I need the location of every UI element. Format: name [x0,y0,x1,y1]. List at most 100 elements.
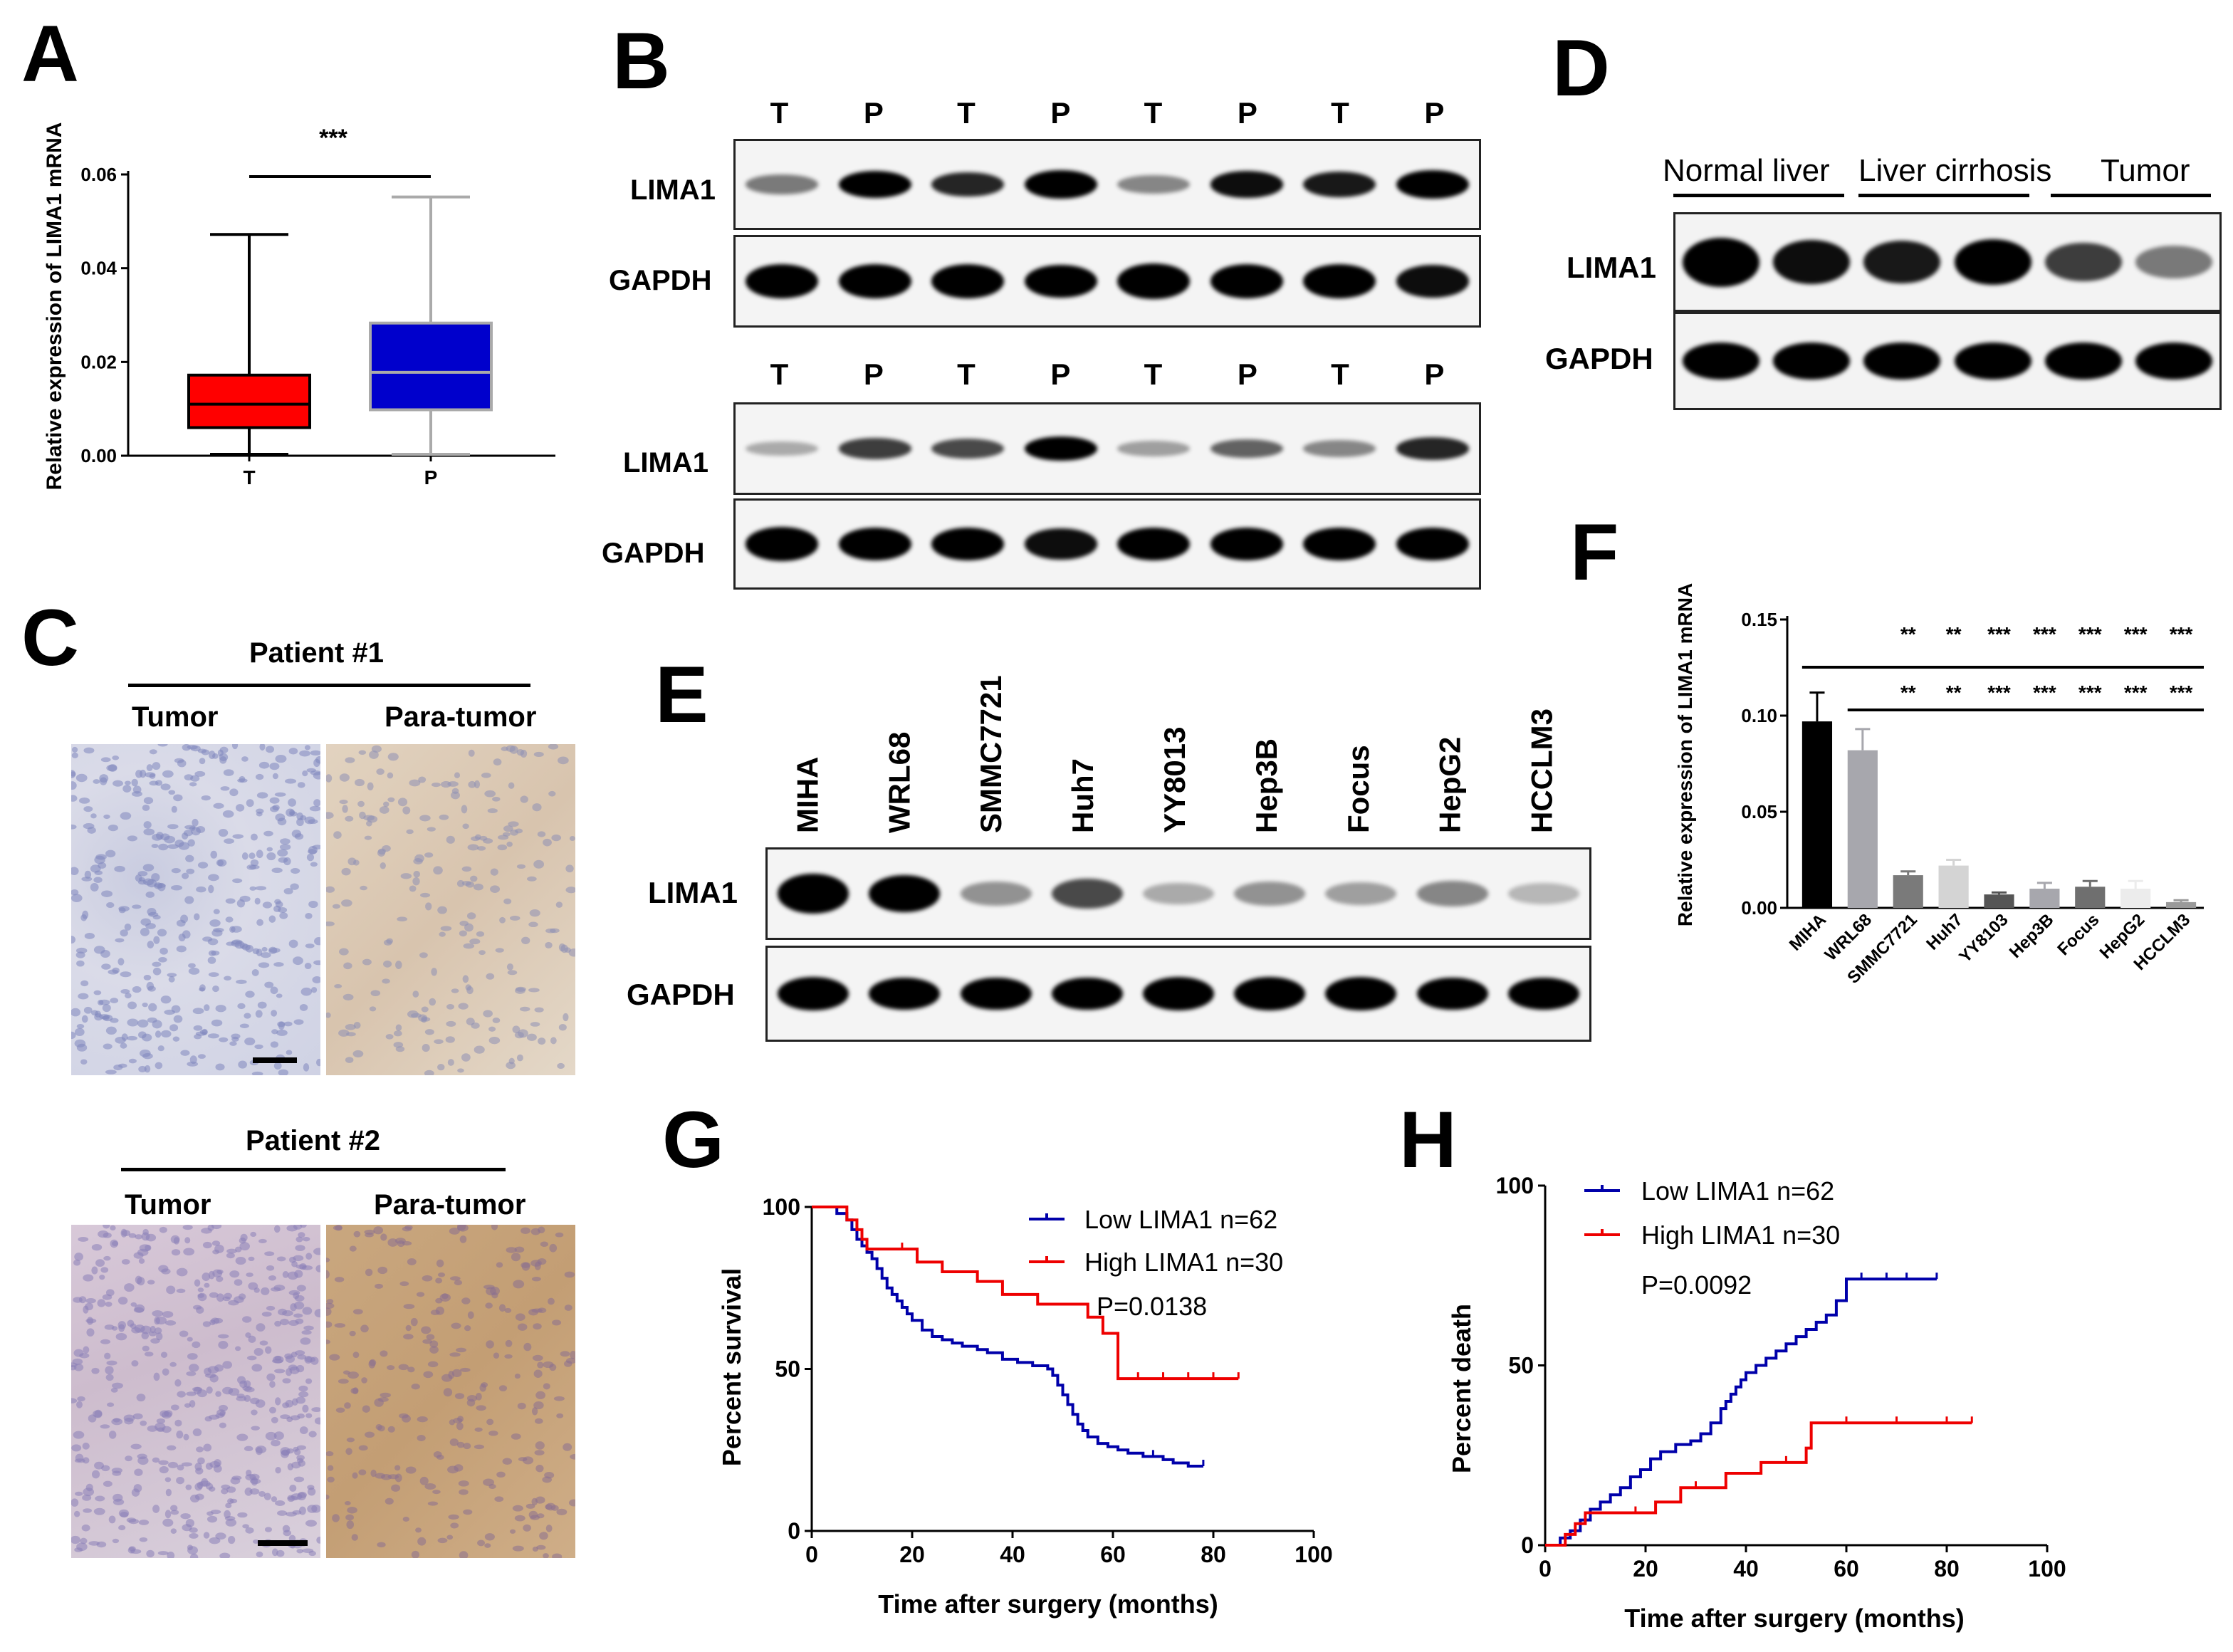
gapdh-band [1396,528,1469,560]
lane-label: T [957,96,976,130]
cell-nucleus [90,864,101,873]
cell-nucleus [486,1418,494,1426]
cell-nucleus [344,1402,351,1409]
cell-nucleus [197,1457,205,1465]
panel-label-e: E [655,650,708,739]
cell-nucleus [71,1398,78,1403]
cell-nucleus [377,1266,388,1275]
cell-nucleus [426,1334,435,1340]
cell-nucleus [314,937,320,946]
cell-nucleus [493,1352,500,1359]
cell-nucleus [531,1277,541,1282]
ihc-image-para-tumor-1 [326,744,575,1075]
cell-nucleus [351,1534,358,1541]
patient-1-line [128,684,530,687]
cell-nucleus [261,1312,272,1317]
cell-nucleus [459,921,469,926]
cell-nucleus [557,1062,565,1070]
cell-nucleus [95,1259,105,1267]
cell-nucleus [326,1012,331,1018]
cell-nucleus [334,1277,345,1282]
cell-nucleus [387,1365,395,1371]
cell-nucleus [296,1549,303,1554]
lane-label: T [770,357,789,391]
cell-nucleus [220,786,230,791]
group-line-normal-liver [1673,194,1844,197]
cell-nucleus [134,1468,143,1476]
cell-nucleus [120,1228,127,1238]
cell-nucleus [251,1477,258,1486]
cell-nucleus [273,1431,284,1441]
cell-nucleus [277,817,287,826]
significance-marker: ** [1946,681,1962,704]
cell-nucleus [283,857,291,866]
cell-nucleus [132,904,142,909]
cell-nucleus [313,960,320,966]
cell-nucleus [471,1022,480,1029]
cell-nucleus [387,797,395,803]
x-tick-label: 60 [1100,1542,1126,1567]
cell-nucleus [385,1497,394,1505]
cell-nucleus [187,1546,199,1555]
cell-nucleus [78,797,90,804]
cell-nucleus [521,1227,530,1235]
cell-nucleus [342,805,348,813]
cell-nucleus [196,1446,204,1453]
cell-nucleus [257,1001,267,1009]
cell-nucleus [214,1364,224,1372]
cell-nucleus [160,995,172,1004]
cell-nucleus [439,814,449,820]
cell-nucleus [535,1391,546,1400]
cell-nucleus [359,811,366,820]
x-tick-label: 60 [1834,1556,1859,1582]
row-label-lima1-top: LIMA1 [630,174,716,206]
cell-nucleus [202,1241,212,1249]
cell-nucleus [209,1537,221,1544]
cell-nucleus [543,1383,550,1390]
cell-nucleus [91,1266,98,1275]
cell-nucleus [483,1010,493,1018]
cell-nucleus [293,1448,301,1455]
cell-nucleus [149,749,157,755]
lima1-band [1234,882,1306,906]
cell-nucleus [100,1424,110,1429]
cell-nucleus [513,1280,525,1289]
cell-nucleus [332,1514,340,1522]
cell-nucleus [86,1317,94,1325]
y-tick-label: 0.02 [80,351,117,372]
cell-nucleus [273,1225,281,1233]
cell-nucleus [512,1505,523,1512]
lane-label: P [863,357,884,391]
gapdh-band [931,264,1005,298]
cell-nucleus [177,1391,186,1398]
cell-nucleus [521,1262,530,1268]
cell-nucleus [406,829,414,835]
cell-nucleus [112,755,120,760]
cell-nucleus [496,1262,503,1268]
lane-label: YY8013 [1158,727,1191,833]
cell-nucleus [419,815,431,822]
cell-nucleus [519,1006,530,1012]
cell-nucleus [82,1494,92,1501]
cell-nucleus [259,744,266,751]
cell-nucleus [215,1005,226,1013]
cell-nucleus [167,824,179,830]
cell-nucleus [211,1240,221,1246]
cell-nucleus [140,928,150,936]
cell-nucleus [81,1015,88,1023]
cell-nucleus [215,1063,225,1071]
cell-nucleus [168,976,175,983]
series-line-high [812,1206,1239,1381]
cell-nucleus [404,1225,413,1230]
cell-nucleus [516,864,526,869]
cell-nucleus [422,1043,430,1052]
cell-nucleus [271,1416,278,1423]
cell-nucleus [177,759,187,768]
cell-nucleus [209,1292,219,1298]
cell-nucleus [212,985,219,993]
cell-nucleus [526,1033,537,1041]
cell-nucleus [274,1320,282,1327]
box-T [187,373,311,429]
cell-nucleus [256,792,268,799]
cell-nucleus [343,962,352,970]
